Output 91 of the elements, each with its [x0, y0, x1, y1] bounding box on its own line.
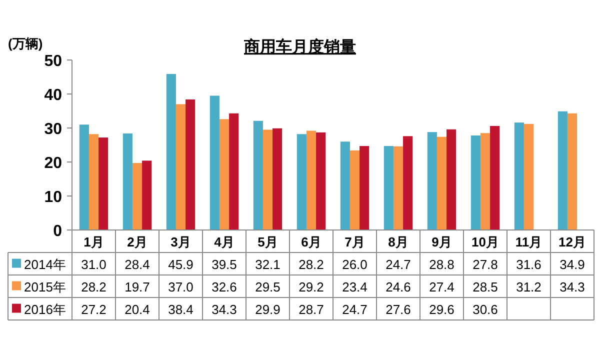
data-label: 27.6 — [386, 302, 411, 317]
bar — [360, 146, 370, 230]
bar — [340, 142, 350, 230]
bar — [219, 119, 230, 230]
data-label: 20.4 — [124, 302, 150, 317]
data-label: 28.8 — [429, 256, 454, 272]
bar — [98, 138, 108, 230]
x-tick-label: 12月 — [558, 234, 586, 250]
bar — [316, 132, 326, 230]
data-label: 23.4 — [342, 279, 368, 294]
data-label: 32.6 — [212, 279, 237, 294]
data-label: 32.1 — [255, 256, 280, 272]
bar — [210, 96, 220, 230]
data-label: 34.9 — [560, 256, 585, 272]
data-label: 39.5 — [212, 256, 237, 272]
x-tick-label: 11月 — [515, 234, 542, 250]
bar — [272, 128, 282, 230]
data-label: 31.2 — [516, 279, 542, 294]
data-label: 27.2 — [81, 302, 106, 317]
data-label: 28.2 — [298, 256, 324, 272]
data-label: 28.7 — [298, 302, 324, 317]
data-label: 26.0 — [342, 256, 368, 272]
data-label: 34.3 — [560, 279, 585, 294]
x-tick-label: 9月 — [432, 234, 452, 250]
bar — [262, 130, 273, 230]
data-label: 29.2 — [298, 279, 324, 294]
data-label: 30.6 — [472, 302, 498, 317]
bar — [122, 133, 132, 230]
bar — [166, 74, 176, 230]
x-tick-label: 8月 — [388, 234, 408, 250]
x-tick-label: 5月 — [258, 234, 278, 250]
bar — [427, 132, 437, 230]
chart-title: 商用车月度销量 — [243, 37, 356, 56]
legend-label: 2014年 — [24, 256, 66, 272]
data-label: 24.7 — [386, 256, 411, 272]
x-tick-label: 4月 — [214, 234, 234, 250]
x-tick-label: 2月 — [127, 234, 148, 250]
bar — [296, 134, 306, 230]
bar — [436, 136, 447, 230]
data-label: 29.5 — [255, 279, 280, 294]
bar — [142, 160, 152, 230]
bar — [558, 111, 568, 230]
x-tick-label: 6月 — [301, 234, 322, 250]
bar — [524, 124, 534, 230]
x-tick-label: 7月 — [344, 234, 365, 250]
y-tick-label: 20 — [44, 155, 62, 172]
bar — [229, 113, 239, 230]
data-label: 24.6 — [386, 279, 411, 294]
x-tick-label: 3月 — [170, 234, 191, 250]
data-label: 45.9 — [168, 256, 194, 272]
data-label: 37.0 — [168, 279, 194, 294]
data-label: 28.2 — [81, 279, 106, 294]
y-axis-title: (万辆) — [8, 36, 43, 51]
bar — [446, 129, 456, 230]
data-label: 27.8 — [472, 256, 498, 272]
bar — [514, 122, 524, 230]
bar — [186, 99, 196, 230]
data-label: 19.7 — [124, 279, 150, 294]
x-tick-label: 1月 — [84, 234, 104, 250]
bar — [88, 134, 99, 230]
data-label: 31.6 — [516, 256, 542, 272]
bar — [480, 133, 490, 230]
data-label: 27.4 — [429, 279, 454, 294]
data-label: 28.5 — [472, 279, 498, 294]
bar — [384, 146, 394, 230]
bar — [306, 130, 316, 230]
data-label: 38.4 — [168, 302, 194, 317]
data-label: 31.0 — [81, 256, 106, 272]
bar — [567, 113, 578, 230]
y-tick-label: 30 — [44, 121, 62, 138]
bar — [490, 126, 500, 230]
bar — [403, 136, 413, 230]
data-label: 28.4 — [124, 256, 150, 272]
bar — [253, 120, 263, 230]
bar — [470, 135, 480, 230]
bar — [350, 150, 360, 230]
bar — [176, 104, 186, 230]
y-tick-label: 40 — [44, 87, 62, 104]
y-tick-label: 0 — [53, 223, 62, 240]
data-label: 24.7 — [342, 302, 368, 317]
legend-label: 2015年 — [24, 279, 66, 294]
bar — [393, 146, 404, 230]
y-tick-label: 10 — [44, 189, 62, 206]
data-label: 29.9 — [255, 302, 280, 317]
x-tick-label: 10月 — [472, 234, 499, 250]
data-label: 34.3 — [212, 302, 237, 317]
bar — [132, 163, 142, 230]
data-label: 29.6 — [429, 302, 454, 317]
y-tick-label: 50 — [44, 53, 62, 70]
legend-label: 2016年 — [24, 302, 66, 317]
bar — [79, 124, 89, 230]
